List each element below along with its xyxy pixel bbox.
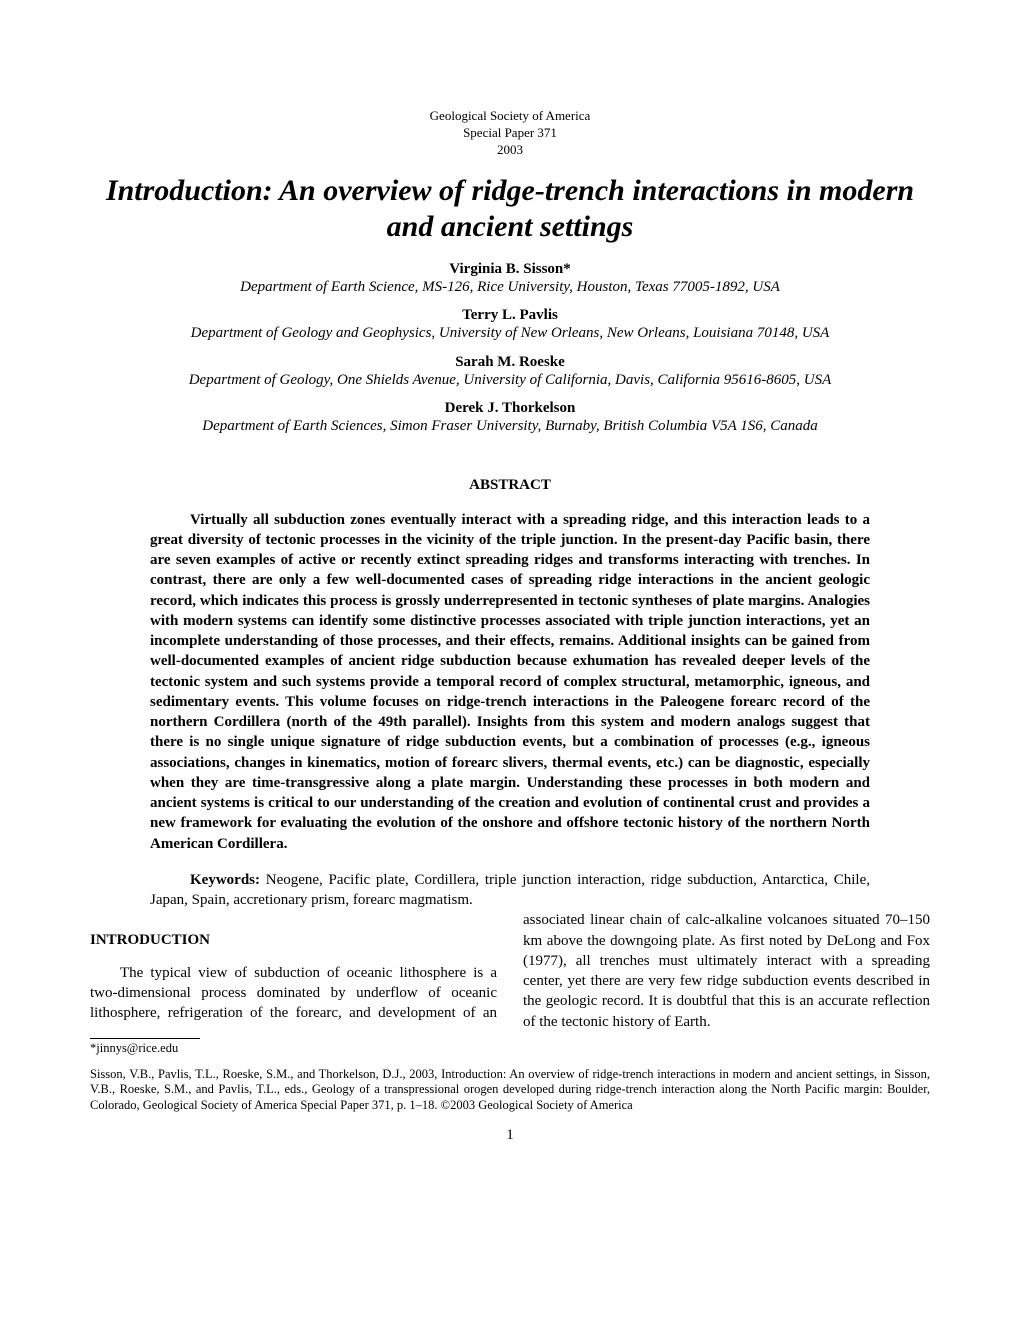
publication-header: Geological Society of America Special Pa…	[90, 108, 930, 159]
author-affiliation: Department of Geology and Geophysics, Un…	[90, 324, 930, 344]
author-affiliation: Department of Earth Science, MS-126, Ric…	[90, 278, 930, 298]
body-text-right: an associated linear chain of calc-alkal…	[483, 912, 930, 1029]
body-paragraph: The typical view of subduction of oceani…	[90, 910, 930, 1032]
author-affiliation: Department of Earth Sciences, Simon Fras…	[90, 417, 930, 437]
abstract-heading: ABSTRACT	[90, 477, 930, 494]
footnote-rule	[90, 1038, 200, 1039]
body-text-left: The typical view of subduction of oceani…	[90, 965, 497, 1022]
series-name: Special Paper 371	[90, 125, 930, 142]
author-name: Terry L. Pavlis	[90, 307, 930, 324]
introduction-heading: INTRODUCTION	[90, 930, 497, 950]
author-affiliation: Department of Geology, One Shields Avenu…	[90, 371, 930, 391]
keywords-block: Keywords: Neogene, Pacific plate, Cordil…	[90, 870, 930, 911]
body-columns: INTRODUCTION The typical view of subduct…	[90, 910, 930, 1032]
abstract-body: Virtually all subduction zones eventuall…	[90, 510, 930, 854]
keywords-label: Keywords:	[190, 872, 260, 888]
citation-block: Sisson, V.B., Pavlis, T.L., Roeske, S.M.…	[90, 1067, 930, 1114]
author-name: Derek J. Thorkelson	[90, 400, 930, 417]
footnote-email: *jinnys@rice.edu	[90, 1041, 930, 1057]
author-name: Virginia B. Sisson*	[90, 261, 930, 278]
author-name: Sarah M. Roeske	[90, 354, 930, 371]
paper-title: Introduction: An overview of ridge-trenc…	[90, 173, 930, 245]
page-number: 1	[90, 1127, 930, 1144]
publication-year: 2003	[90, 142, 930, 159]
publisher-name: Geological Society of America	[90, 108, 930, 125]
authors-block: Virginia B. Sisson* Department of Earth …	[90, 261, 930, 437]
